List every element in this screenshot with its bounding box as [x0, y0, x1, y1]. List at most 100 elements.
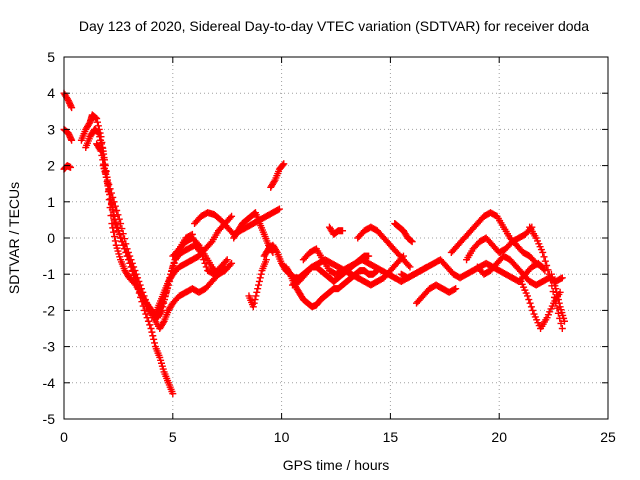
data-point [126, 252, 134, 260]
series-track-y [473, 252, 566, 289]
data-point [541, 267, 549, 275]
data-point [151, 339, 159, 347]
data-point [405, 262, 413, 270]
data-point [110, 198, 118, 206]
data-point [120, 235, 128, 243]
chart-title: Day 123 of 2020, Sidereal Day-to-day VTE… [79, 18, 589, 34]
y-tick-label: -3 [43, 339, 56, 355]
data-point [140, 292, 148, 300]
data-point [108, 206, 116, 214]
series-track-b [60, 125, 76, 144]
data-points [60, 89, 568, 398]
data-point [249, 303, 257, 311]
grid-lines [64, 57, 608, 419]
data-point [285, 269, 293, 277]
x-axis-label: GPS time / hours [283, 457, 390, 473]
data-point [143, 314, 151, 322]
data-point [539, 263, 547, 271]
data-point [127, 256, 135, 264]
data-point [274, 206, 282, 214]
data-point [159, 319, 167, 327]
data-point [106, 185, 114, 193]
data-point [131, 267, 139, 275]
data-point [257, 270, 265, 278]
y-tick-label: -1 [43, 266, 56, 282]
series-track-ab [547, 270, 568, 325]
x-tick-label: 15 [383, 429, 399, 445]
data-point [114, 227, 122, 235]
data-point [339, 227, 347, 235]
y-tick-label: -2 [43, 302, 56, 318]
data-point [146, 321, 154, 329]
data-point [194, 240, 202, 248]
y-axis-label: SDTVAR / TECUs [6, 182, 22, 294]
series-track-n [260, 241, 373, 285]
data-point [159, 303, 167, 311]
data-point [93, 115, 101, 123]
data-point [526, 299, 534, 307]
data-point [141, 296, 149, 304]
data-point [113, 223, 121, 231]
data-point [104, 176, 112, 184]
data-point [94, 118, 102, 126]
data-point [117, 220, 125, 228]
series-track-r [325, 223, 347, 238]
series-track-l [245, 256, 270, 311]
data-point [110, 233, 118, 241]
data-point [529, 306, 537, 314]
series-track-t [391, 220, 416, 246]
data-point [98, 151, 106, 159]
data-point [537, 262, 545, 270]
y-tick-label: 1 [47, 194, 55, 210]
data-point [68, 104, 76, 112]
data-point [251, 296, 259, 304]
data-point [560, 317, 568, 325]
data-point [136, 281, 144, 289]
data-point [97, 136, 105, 144]
series-track-m [267, 160, 288, 191]
data-point [150, 335, 158, 343]
data-point [279, 161, 287, 169]
y-tick-label: 0 [47, 230, 55, 246]
data-point [110, 228, 118, 236]
data-point [109, 193, 117, 201]
data-point [275, 205, 283, 213]
series-track-v [413, 281, 460, 307]
data-point [541, 257, 549, 265]
data-point [117, 234, 125, 242]
data-point [525, 296, 533, 304]
data-point [135, 277, 143, 285]
data-point [94, 128, 102, 136]
series-track-c [60, 162, 75, 173]
y-tick-label: 3 [47, 121, 55, 137]
data-point [523, 292, 531, 300]
data-point [228, 259, 236, 267]
data-point [130, 263, 138, 271]
data-point [115, 215, 123, 223]
data-point [94, 122, 102, 130]
data-point [147, 325, 155, 332]
data-point [96, 133, 104, 141]
data-point [115, 230, 123, 238]
data-point [111, 202, 119, 210]
data-point [68, 136, 76, 144]
data-point [555, 299, 563, 307]
x-tick-label: 20 [491, 429, 507, 445]
data-point [558, 274, 566, 282]
x-tick-label: 0 [60, 429, 68, 445]
data-point [280, 160, 288, 168]
data-point [250, 299, 258, 307]
data-point [149, 332, 157, 340]
data-point [407, 237, 415, 245]
data-point [226, 261, 234, 269]
data-point [207, 239, 215, 247]
series-track-x [463, 223, 536, 264]
data-point [123, 245, 131, 253]
data-point [226, 214, 234, 222]
data-point [158, 306, 166, 314]
data-point [137, 285, 145, 293]
data-point [544, 266, 552, 274]
data-point [552, 285, 560, 293]
data-point [539, 248, 547, 256]
